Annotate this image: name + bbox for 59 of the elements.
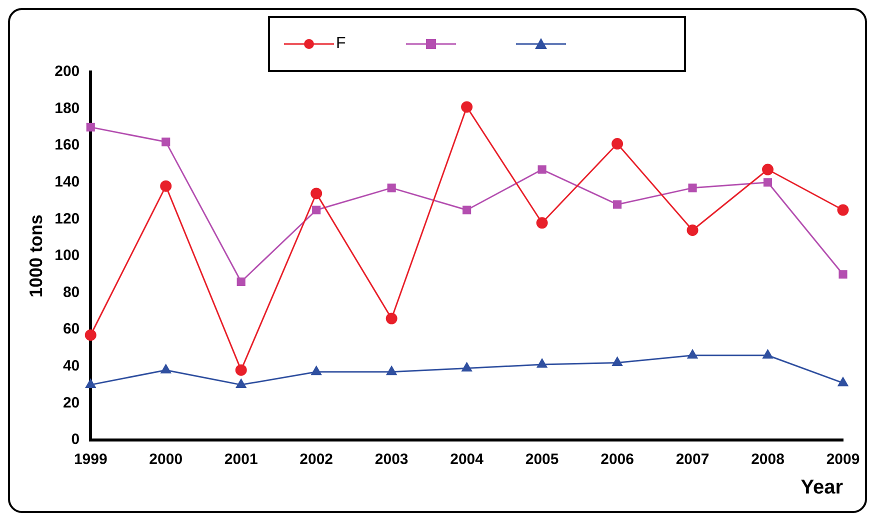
point — [538, 165, 546, 174]
y-tick-label: 40 — [62, 358, 80, 375]
point — [160, 180, 172, 192]
point — [387, 184, 396, 192]
y-tick-label: 140 — [54, 174, 80, 191]
point — [536, 358, 548, 368]
y-tick-label: 0 — [71, 431, 80, 448]
y-tick-label: 60 — [62, 320, 80, 338]
point — [86, 379, 96, 388]
y-tick-label: 180 — [54, 100, 80, 117]
point — [762, 350, 773, 359]
point — [162, 138, 170, 146]
y-tick-label: 120 — [54, 210, 80, 228]
x-tick-label: 2000 — [149, 451, 183, 468]
x-tick-label: 2007 — [676, 451, 710, 468]
point — [160, 364, 171, 374]
point — [763, 178, 772, 187]
point — [837, 204, 849, 216]
point — [236, 379, 246, 388]
point — [686, 224, 698, 236]
x-axis-title: Year — [800, 476, 844, 499]
point — [536, 217, 548, 229]
point — [612, 138, 624, 150]
point — [84, 329, 96, 341]
point — [838, 377, 848, 386]
x-tick-label: 1999 — [74, 451, 108, 468]
y-tick-label: 200 — [54, 63, 80, 80]
y-axis-title: 1000 tons — [26, 214, 46, 298]
legend-frame: F — [268, 16, 686, 72]
point — [462, 206, 472, 214]
x-tick-label: 2008 — [751, 451, 784, 468]
point — [613, 200, 622, 209]
point — [311, 366, 322, 376]
x-tick-label: 2002 — [300, 451, 334, 468]
point — [612, 356, 622, 366]
point — [461, 101, 473, 113]
x-tick-label: 2004 — [450, 451, 484, 468]
point — [688, 184, 697, 192]
legend-label: F — [336, 35, 346, 53]
point — [386, 312, 398, 324]
point — [687, 350, 698, 359]
point — [312, 206, 321, 214]
y-tick-label: 20 — [62, 394, 80, 412]
x-tick-label: 2005 — [525, 451, 559, 468]
point — [236, 277, 246, 286]
x-tick-label: 2006 — [600, 451, 634, 468]
x-tick-label: 2001 — [224, 451, 258, 468]
point — [86, 122, 95, 132]
x-tick-label: 2009 — [826, 451, 860, 468]
point — [235, 364, 247, 376]
point — [310, 188, 322, 200]
point — [838, 270, 848, 279]
x-tick-label: 2003 — [374, 451, 408, 468]
point — [462, 362, 472, 372]
y-tick-label: 160 — [54, 136, 80, 154]
y-tick-label: 100 — [54, 247, 80, 264]
y-tick-label: 80 — [62, 284, 80, 301]
point — [762, 164, 774, 176]
point — [386, 366, 397, 376]
